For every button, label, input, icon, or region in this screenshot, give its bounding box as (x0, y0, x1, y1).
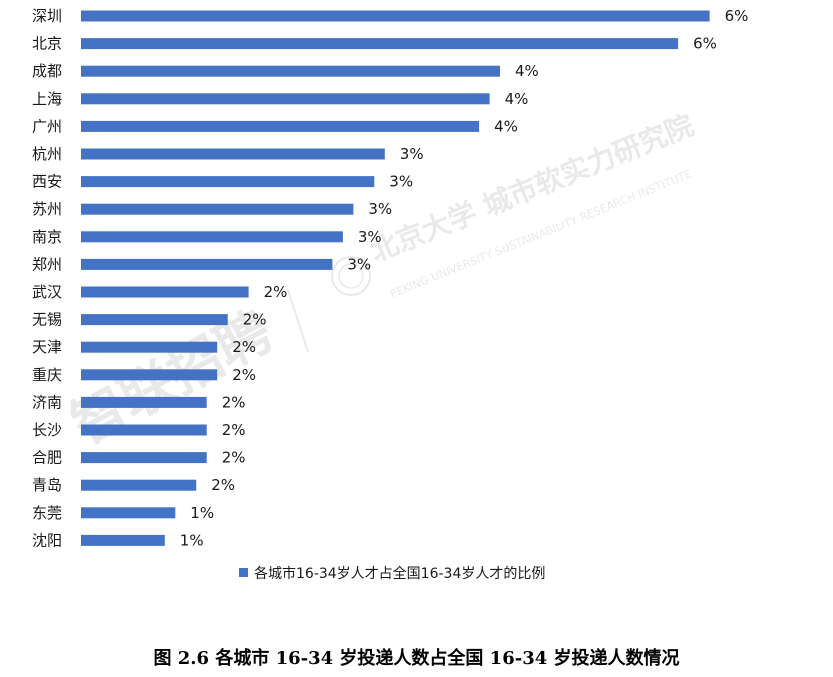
bar-17 (81, 452, 207, 464)
bar-20 (81, 534, 165, 546)
bar-7 (81, 176, 375, 188)
value-label: 3% (347, 255, 371, 273)
category-label: 杭州 (32, 145, 62, 163)
category-label: 东莞 (32, 504, 62, 522)
category-label: 天津 (32, 338, 62, 356)
bar-10 (81, 258, 333, 270)
value-label: 4% (505, 90, 529, 108)
legend-label: 各城市16-34岁人才占全国16-34岁人才的比例 (254, 565, 545, 582)
bar-1 (81, 10, 710, 22)
bar-11 (81, 286, 249, 298)
category-label: 广州 (32, 117, 62, 135)
value-label: 2% (264, 283, 288, 301)
bar-4 (81, 93, 490, 105)
value-label: 6% (725, 7, 749, 25)
category-label: 武汉 (32, 283, 62, 301)
category-label: 合肥 (32, 449, 62, 467)
bar-8 (81, 203, 354, 215)
bar-9 (81, 231, 343, 243)
bar-2 (81, 38, 679, 50)
value-label: 4% (494, 117, 518, 135)
category-label: 济南 (32, 393, 62, 411)
category-label: 青岛 (32, 476, 62, 494)
watermark-seal-icon (331, 256, 371, 296)
bar-15 (81, 396, 207, 408)
value-label: 3% (389, 173, 413, 191)
value-labels: 6% 6% 4% 4% 4% 3% 3% 3% 3% 3% 2% 2% 2% 2% 2% 2% 2% 2% 1% 1% (180, 7, 749, 549)
category-label: 深圳 (32, 7, 62, 25)
value-label: 2% (211, 476, 235, 494)
value-label: 1% (180, 531, 204, 549)
bar-13 (81, 341, 218, 353)
category-label: 重庆 (32, 366, 62, 384)
category-label: 沈阳 (32, 531, 62, 549)
category-label: 无锡 (32, 311, 62, 329)
category-label: 上海 (32, 90, 62, 108)
value-label: 2% (243, 311, 267, 329)
category-label: 长沙 (32, 421, 62, 439)
bar-12 (81, 314, 228, 326)
value-label: 3% (368, 200, 392, 218)
category-label: 苏州 (32, 200, 62, 218)
value-label: 2% (222, 449, 246, 467)
category-label: 成都 (32, 62, 62, 80)
value-label: 2% (232, 338, 256, 356)
value-label: 4% (515, 62, 539, 80)
legend-swatch (239, 568, 248, 577)
legend: 各城市16-34岁人才占全国16-34岁人才的比例 (239, 565, 545, 582)
bar-18 (81, 479, 197, 491)
category-label: 郑州 (32, 255, 62, 273)
bars-group (81, 10, 710, 546)
bar-19 (81, 507, 176, 519)
figure-caption: 图 2.6 各城市 16-34 岁投递人数占全国 16-34 岁投递人数情况 (153, 648, 680, 669)
bar-3 (81, 65, 500, 77)
watermark-divider (287, 289, 309, 353)
bar-6 (81, 148, 385, 160)
value-label: 3% (400, 145, 424, 163)
value-label: 2% (222, 421, 246, 439)
value-label: 2% (232, 366, 256, 384)
bar-5 (81, 120, 480, 132)
value-label: 1% (190, 504, 214, 522)
bar-14 (81, 369, 218, 381)
value-label: 3% (358, 228, 382, 246)
value-label: 6% (693, 35, 717, 53)
value-label: 2% (222, 393, 246, 411)
category-label: 南京 (32, 228, 62, 246)
category-label: 西安 (32, 173, 62, 191)
category-label: 北京 (32, 35, 62, 53)
bar-16 (81, 424, 207, 436)
